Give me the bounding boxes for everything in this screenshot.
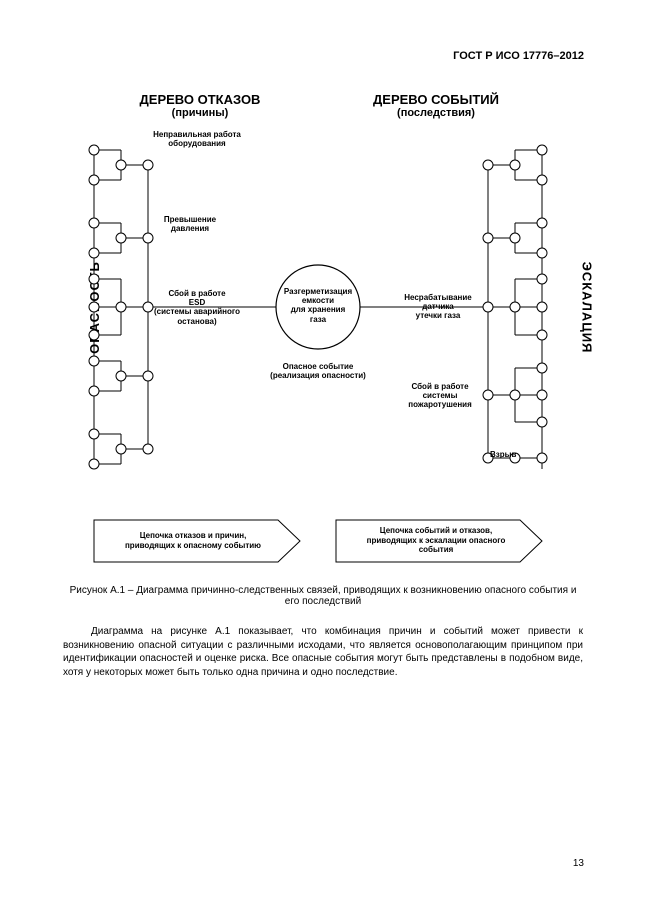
- left-label-a: Неправильная работаоборудования: [153, 130, 241, 148]
- right-arrow-text: Цепочка событий и отказов,приводящих к э…: [348, 526, 524, 555]
- page-number: 13: [573, 858, 584, 869]
- body-paragraph: Диаграмма на рисунке А.1 показывает, что…: [63, 625, 583, 679]
- bowtie-diagram: [0, 0, 646, 913]
- right-label-c: Взрыв: [490, 450, 530, 459]
- body-paragraph-text: Диаграмма на рисунке А.1 показывает, что…: [63, 626, 583, 678]
- left-label-b: Превышениедавления: [155, 215, 225, 233]
- below-center-label: Опасное событие(реализация опасности): [263, 362, 373, 380]
- right-label-a: Несрабатываниедатчикаутечки газа: [396, 293, 480, 321]
- figure-caption: Рисунок А.1 – Диаграмма причинно-следств…: [63, 585, 583, 607]
- center-circle-label: Разгерметизацияемкостидля хранениягаза: [281, 287, 355, 324]
- left-arrow-text: Цепочка отказов и причин,приводящих к оп…: [108, 531, 278, 550]
- right-label-b: Сбой в работесистемыпожаротушения: [400, 382, 480, 410]
- page: ГОСТ Р ИСО 17776–2012 ДЕРЕВО ОТКАЗОВ (пр…: [0, 0, 646, 913]
- left-label-c: Сбой в работеESD(системы аварийногоостан…: [150, 289, 244, 326]
